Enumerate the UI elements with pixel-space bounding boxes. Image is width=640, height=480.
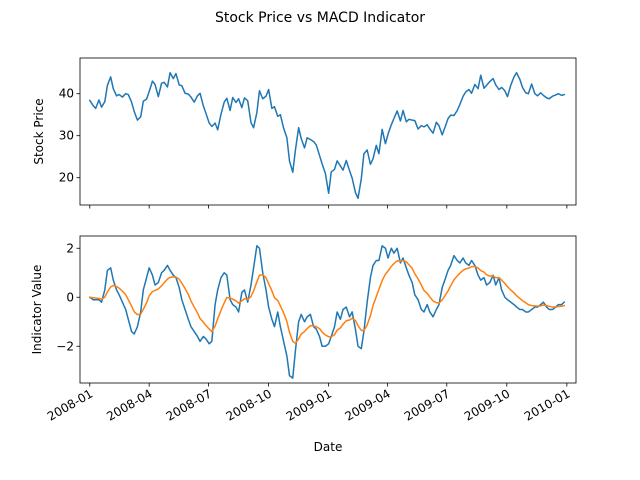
macd-axes-area [80,236,576,383]
y-tick-label: −2 [56,339,74,353]
stock-price-x-ticks [89,205,568,209]
x-axis-label: Date [314,440,343,454]
stock-price-axes-area [80,58,576,205]
macd-axes-frame [79,235,577,384]
y-tick-label: 30 [59,129,74,143]
macd-plot-area [88,245,566,379]
stock-price-panel: 20 30 40 Stock Price [32,57,577,209]
stock-price-y-ticks: 20 30 40 [59,87,80,185]
y-tick-label: 20 [59,171,74,185]
macd-y-ticks: −2 0 2 [56,241,80,353]
figure-title: Stock Price vs MACD Indicator [215,10,425,26]
y-tick-label: 40 [59,87,74,101]
stock-price-y-axis-label: Stock Price [32,98,46,164]
series-line-signal [88,259,566,345]
series-line-stock-price [88,71,566,200]
y-tick-label: 2 [66,241,74,255]
stock-price-axes-frame [79,57,577,206]
macd-y-axis-label: Indicator Value [30,265,44,355]
stock-price-plot-area [88,71,566,200]
series-line-macd [88,245,566,379]
y-tick-label: 0 [66,290,74,304]
